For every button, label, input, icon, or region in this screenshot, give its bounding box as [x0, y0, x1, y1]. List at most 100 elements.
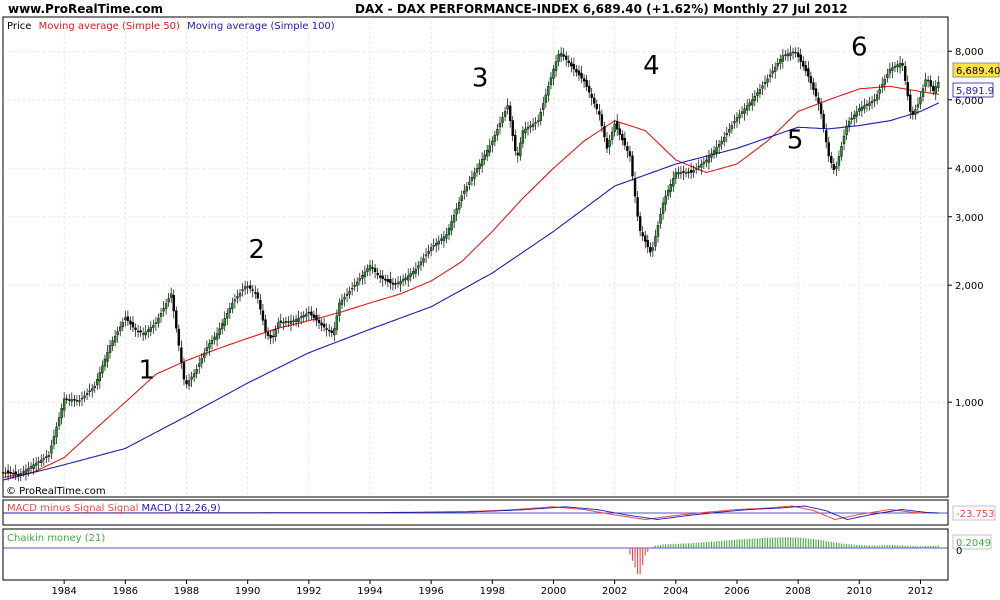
price-candle-body	[692, 170, 695, 173]
chaikin-value-tag	[952, 534, 992, 550]
price-candle-body	[236, 296, 239, 299]
price-candle-body	[231, 302, 234, 310]
price-candle-body	[738, 114, 741, 119]
price-candle-body	[807, 68, 810, 77]
price-panel	[2, 16, 949, 498]
price-candle-body	[761, 85, 764, 89]
price-candle-body	[187, 380, 191, 386]
price-candle-body	[75, 399, 79, 402]
price-candle-body	[190, 376, 193, 380]
price-candle-body	[220, 323, 224, 330]
legend-price: Price	[7, 21, 31, 32]
price-candle-body	[743, 108, 746, 114]
price-candle-body	[279, 320, 282, 323]
price-candle-body	[521, 130, 525, 144]
price-candle-body	[623, 138, 627, 146]
price-candle-body	[503, 111, 507, 117]
price-candle-body	[468, 181, 471, 185]
price-candle-body	[715, 147, 718, 153]
price-candle-body	[442, 236, 446, 241]
price-candle-body	[65, 398, 68, 400]
price-candle-body	[414, 268, 418, 274]
legend-ma100: Moving average (Simple 100)	[187, 21, 335, 32]
price-candle-body	[842, 135, 846, 145]
price-candle-body	[644, 235, 647, 242]
price-candle-body	[506, 105, 509, 110]
price-candle-body	[32, 464, 35, 469]
price-candle-body	[740, 111, 744, 114]
price-candle-body	[883, 79, 886, 85]
price-candle-body	[654, 236, 657, 247]
price-candle-body	[152, 324, 155, 328]
price-candle-body	[11, 472, 15, 475]
price-candle-body	[610, 131, 614, 140]
price-candle-body	[878, 89, 881, 94]
price-candle-body	[488, 145, 491, 153]
price-candle-body	[90, 388, 94, 392]
price-candle-body	[85, 393, 89, 395]
price-candle-body	[113, 335, 117, 343]
price-candle-body	[348, 290, 351, 295]
price-candle-body	[42, 458, 45, 460]
price-candle-body	[427, 250, 430, 254]
price-candle-body	[391, 282, 395, 285]
price-candle-body	[873, 99, 876, 101]
wave-label: 5	[787, 125, 804, 155]
price-candle-body	[310, 311, 313, 316]
price-candle-body	[154, 322, 158, 325]
last-price-label: 6,689.40	[956, 66, 1000, 77]
price-candle-body	[669, 184, 672, 192]
price-candle-body	[646, 240, 649, 248]
price-candle-body	[659, 213, 662, 224]
price-candle-body	[417, 265, 420, 269]
macd-value-label: -23.753	[956, 509, 995, 520]
price-candle-body	[80, 397, 84, 400]
price-candle-body	[172, 295, 175, 312]
price-candle-body	[536, 120, 540, 122]
price-candle-body	[707, 156, 711, 163]
price-candle-body	[40, 459, 43, 463]
wave-label: 4	[643, 51, 660, 81]
price-candle-body	[249, 285, 252, 289]
price-candle-body	[47, 455, 51, 458]
price-candle-body	[24, 469, 28, 474]
price-candle-body	[322, 323, 326, 328]
price-candle-body	[684, 172, 688, 174]
price-candle-body	[409, 273, 412, 277]
price-candle-body	[126, 316, 130, 322]
price-candle-body	[68, 399, 71, 401]
price-candle-body	[628, 151, 632, 157]
annotation-layer: 1 2 3 4 5 6	[138, 33, 867, 386]
chaikin-panel	[2, 528, 949, 581]
price-candle-body	[208, 343, 211, 349]
price-candle-body	[674, 172, 678, 179]
price-candle-body	[824, 130, 828, 143]
price-candle-body	[450, 221, 453, 231]
price-candle-body	[463, 190, 466, 194]
price-candle-body	[562, 54, 565, 57]
price-candle-body	[261, 310, 265, 321]
price-candle-body	[299, 316, 303, 319]
price-candle-body	[524, 128, 527, 134]
price-candle-body	[516, 152, 520, 156]
price-candle-body	[529, 125, 532, 128]
price-candle-body	[666, 189, 670, 196]
site-label: www.ProRealTime.com	[8, 2, 163, 16]
price-candle-body	[498, 123, 502, 128]
price-candle-body	[542, 103, 545, 111]
wave-label: 1	[138, 356, 155, 386]
price-candle-body	[412, 271, 415, 275]
price-candle-body	[404, 277, 407, 280]
price-candle-body	[531, 123, 535, 127]
price-candle-body	[200, 358, 203, 364]
price-candle-body	[182, 362, 186, 380]
price-candle-body	[103, 358, 107, 367]
price-candle-body	[689, 169, 693, 173]
price-candle-body	[371, 267, 374, 269]
price-candle-body	[595, 104, 599, 110]
price-candle-body	[830, 155, 833, 164]
price-candle-body	[730, 125, 734, 130]
price-candle-body	[565, 55, 568, 60]
price-candle-body	[198, 363, 201, 367]
price-candle-body	[340, 299, 344, 305]
